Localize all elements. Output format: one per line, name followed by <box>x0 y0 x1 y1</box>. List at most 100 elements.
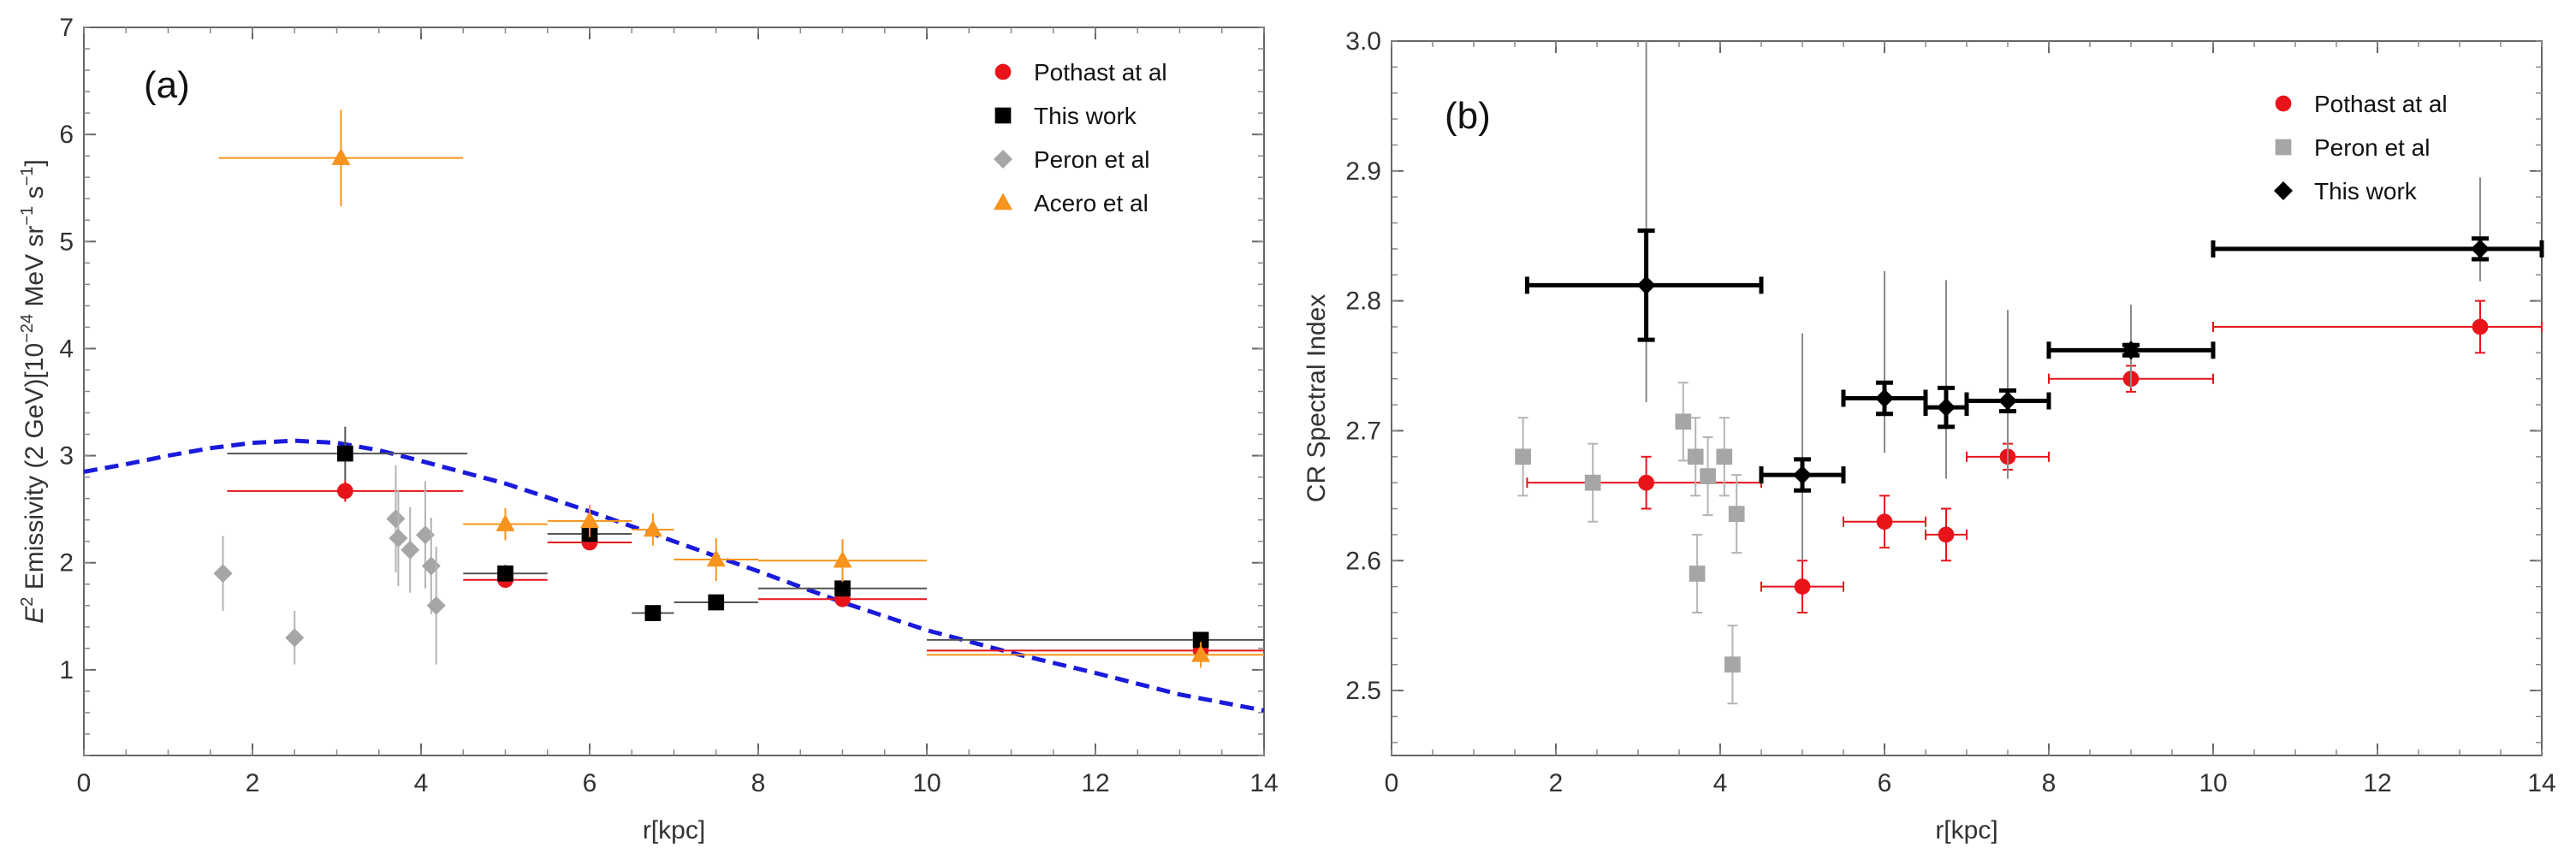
panel-a-frame <box>83 27 1265 756</box>
data-point <box>2472 318 2489 335</box>
x-tick-label: 0 <box>77 769 92 797</box>
y-tick-label: 1 <box>59 656 74 684</box>
panel-b-chart: (b) r[kpc] CR Spectral Index Pothast at … <box>1303 27 2556 844</box>
legend-label: Acero et al <box>1034 190 1149 216</box>
data-point <box>833 550 852 568</box>
ylabel-a-part-4: MeV sr <box>21 226 49 314</box>
ylabel-a-part-0: E <box>21 606 49 624</box>
data-point <box>1192 631 1209 649</box>
legend-label: Peron et al <box>1034 146 1149 173</box>
panel-a-x-axis-label: r[kpc] <box>643 816 705 844</box>
legend-marker <box>2275 139 2292 156</box>
series-2 <box>213 465 446 665</box>
legend-label: This work <box>1034 103 1137 129</box>
data-point <box>1638 474 1654 491</box>
series-2 <box>1524 41 2544 561</box>
legend-marker <box>2275 95 2292 112</box>
x-tick-label: 4 <box>1713 769 1728 797</box>
x-tick-label: 10 <box>2199 769 2227 797</box>
panel-b-x-axis-label: r[kpc] <box>1935 816 1997 844</box>
x-tick-label: 10 <box>912 769 941 797</box>
data-point <box>2122 341 2140 360</box>
legend-label: Pothast at al <box>1034 59 1167 86</box>
x-tick-label: 4 <box>414 769 429 797</box>
data-point <box>415 525 435 545</box>
data-point <box>1584 474 1601 491</box>
y-tick-label: 5 <box>59 228 74 256</box>
data-point <box>1700 468 1716 484</box>
data-point <box>1724 656 1741 673</box>
ylabel-a-part-1: 2 <box>18 597 37 607</box>
data-point <box>1728 506 1745 522</box>
legend-label: Pothast at al <box>2314 91 2448 117</box>
ylabel-a-part-2: Emissivity (2 GeV)[10 <box>21 343 49 597</box>
data-point <box>644 605 662 621</box>
y-tick-label: 2 <box>59 549 74 578</box>
series-1 <box>1515 382 1745 705</box>
data-point <box>1515 448 1531 465</box>
x-tick-label: 14 <box>1249 769 1278 797</box>
panel-a-chart: (a) r[kpc] E2 Emissivity (2 GeV)[10−24 M… <box>18 14 1279 844</box>
panel-b-y-axis-label: CR Spectral Index <box>1303 294 1331 502</box>
legend-label: This work <box>2314 178 2418 204</box>
y-tick-label: 2.9 <box>1345 157 1381 186</box>
data-point <box>1938 526 1955 543</box>
data-point <box>1191 644 1211 662</box>
data-point <box>834 580 851 597</box>
y-tick-label: 2.6 <box>1345 547 1381 575</box>
data-point <box>213 564 233 584</box>
panel-a-y-axis-label: E2 Emissivity (2 GeV)[10−24 MeV sr−1 s−1… <box>18 159 49 623</box>
ylabel-a-part-6: s <box>21 186 49 205</box>
panel-b-legend: Pothast at al Peron et al This work <box>2274 91 2448 204</box>
data-point <box>337 445 353 462</box>
data-point <box>1876 513 1893 530</box>
data-point <box>401 540 420 560</box>
ylabel-a-part-3: −24 <box>18 314 37 343</box>
data-point <box>496 514 515 531</box>
legend-marker <box>994 107 1012 124</box>
x-tick-label: 6 <box>1878 769 1892 797</box>
data-point <box>1793 465 1812 485</box>
data-point <box>1937 398 1956 418</box>
data-point <box>643 519 662 537</box>
y-tick-label: 3 <box>59 442 74 471</box>
data-point <box>580 511 599 529</box>
x-tick-label: 0 <box>1385 769 1399 797</box>
y-tick-label: 3.0 <box>1345 27 1381 56</box>
y-tick-label: 2.7 <box>1345 417 1381 445</box>
ylabel-a-part-5: −1 <box>18 206 37 226</box>
x-tick-label: 8 <box>2042 769 2057 797</box>
panel-a-minor-ticks <box>83 27 1265 756</box>
legend-marker <box>2274 181 2293 200</box>
series-0 <box>227 480 1264 659</box>
panel-b-label: (b) <box>1445 95 1491 137</box>
x-tick-label: 2 <box>246 769 260 797</box>
x-tick-label: 14 <box>2527 769 2555 797</box>
legend-label: Peron et al <box>2314 134 2430 161</box>
series-0 <box>1526 299 2543 613</box>
data-point <box>1998 391 2017 411</box>
data-point <box>389 528 408 548</box>
ylabel-a-part-8: ] <box>21 159 49 166</box>
data-point <box>1636 275 1656 295</box>
model-curve <box>83 438 1265 713</box>
data-point <box>1875 388 1894 408</box>
legend-marker <box>994 193 1012 210</box>
series-3 <box>218 110 1264 668</box>
panel-a-legend: Pothast at al This work Peron et al Acero e… <box>994 59 1167 216</box>
legend-marker <box>994 63 1012 80</box>
data-point <box>1687 448 1704 465</box>
data-point <box>706 549 726 567</box>
data-point <box>337 483 353 500</box>
panel-a-label: (a) <box>144 64 190 106</box>
y-tick-label: 2.5 <box>1345 677 1381 705</box>
x-tick-label: 2 <box>1549 769 1564 797</box>
series-1 <box>227 426 1264 649</box>
x-tick-label: 12 <box>2363 769 2391 797</box>
y-tick-label: 7 <box>59 14 74 42</box>
legend-marker <box>994 150 1012 169</box>
data-point <box>2471 239 2490 258</box>
data-point <box>1794 578 1811 595</box>
data-point <box>1716 448 1733 465</box>
